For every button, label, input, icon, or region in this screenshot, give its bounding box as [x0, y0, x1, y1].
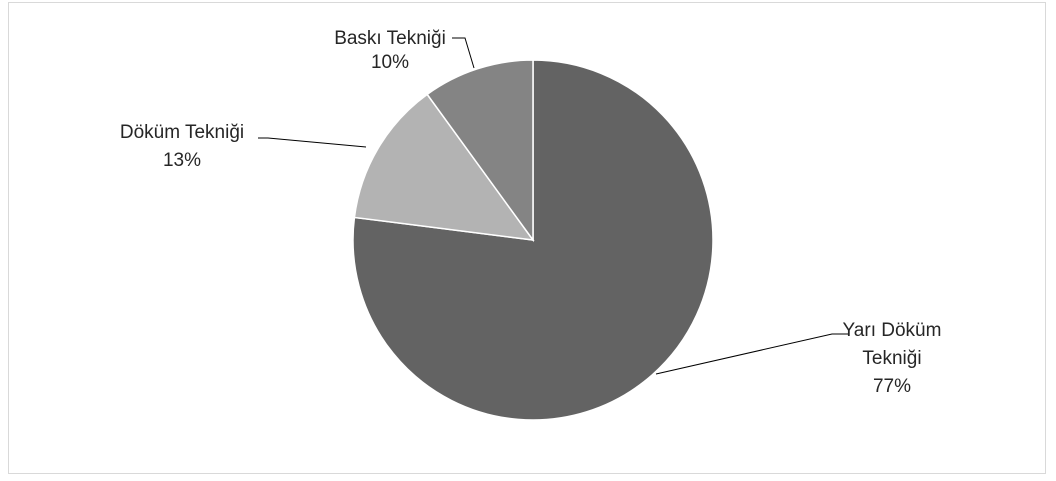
data-label-category: Yarı Döküm: [843, 320, 942, 341]
data-labels: Yarı Döküm Tekniği 77% Döküm Tekniği 13% Bask…: [120, 28, 942, 397]
pie-slice-bask-tekni-i: [426, 59, 534, 243]
data-label-value: 77%: [873, 376, 911, 397]
data-label: Döküm Tekniği 13%: [120, 122, 244, 171]
leader-lines: [258, 37, 848, 375]
data-label-category: Tekniği: [862, 348, 921, 369]
data-label-value: 10%: [371, 52, 409, 73]
pie-slices: [352, 59, 714, 421]
pie-slice-yar-d-k-m-tekni-i: [352, 59, 714, 421]
leader-line: [258, 137, 367, 148]
leader-line: [655, 333, 848, 375]
data-label: Baskı Tekniği 10%: [334, 28, 446, 73]
data-label: Yarı Döküm Tekniği 77%: [843, 320, 942, 397]
data-label-category: Döküm Tekniği: [120, 122, 244, 143]
data-label-value: 13%: [163, 150, 201, 171]
data-label-category: Baskı Tekniği: [334, 28, 446, 49]
pie-slice-d-k-m-tekni-i: [353, 93, 535, 241]
leader-line: [452, 37, 475, 69]
